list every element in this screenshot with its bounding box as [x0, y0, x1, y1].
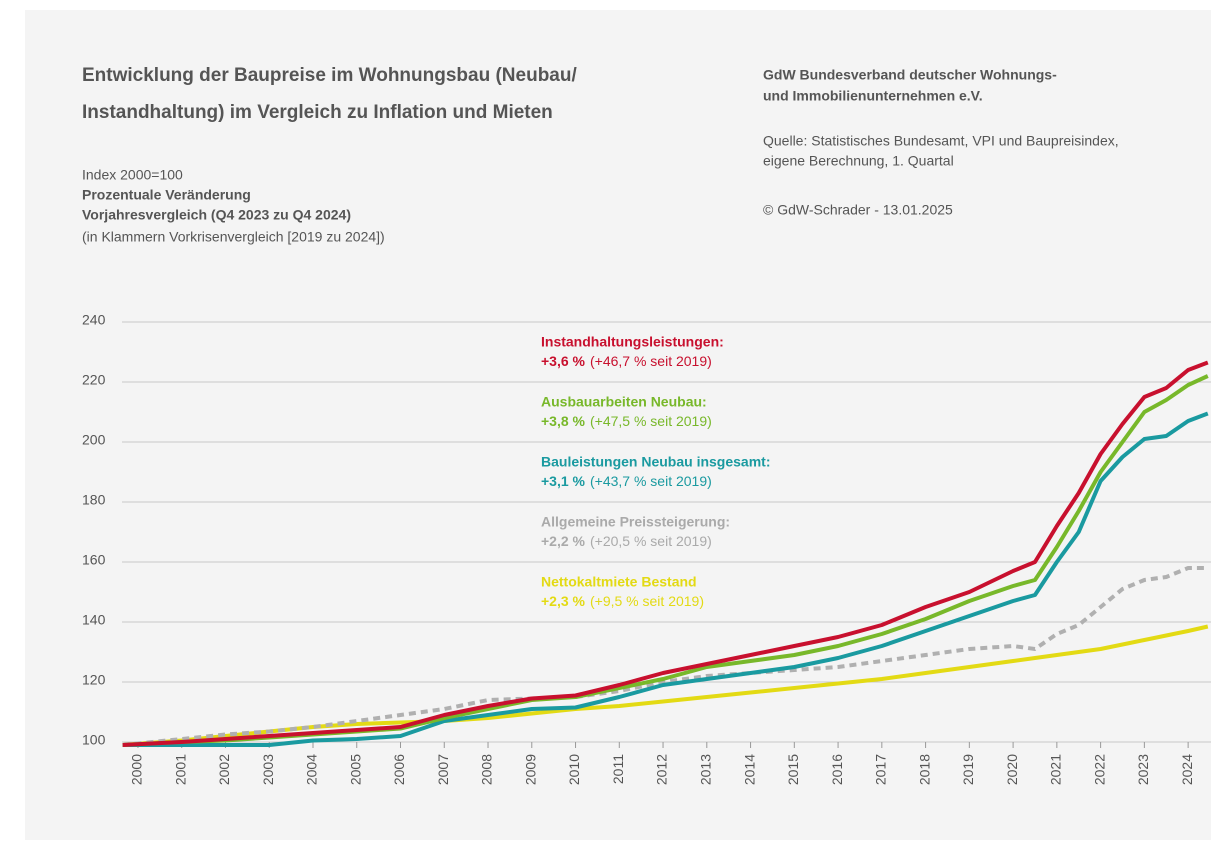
- x-tick-label: 2005: [347, 754, 363, 785]
- y-tick-label: 160: [82, 552, 106, 568]
- x-tick-label: 2022: [1091, 754, 1107, 785]
- change-value: +2,3 %: [541, 593, 586, 609]
- y-tick-label: 180: [82, 492, 106, 508]
- x-tick-label: 2016: [829, 754, 845, 785]
- legend-name: Allgemeine Preissteigerung:: [541, 514, 730, 530]
- x-tick-label: 2024: [1179, 754, 1195, 785]
- series-line: [122, 411, 1209, 747]
- legend-name: Ausbauarbeiten Neubau:: [541, 394, 707, 410]
- x-tick-label: 2009: [522, 754, 538, 785]
- x-tick-label: 2023: [1135, 754, 1151, 785]
- chart-title: Entwicklung der Baupreise im Wohnungsbau…: [82, 65, 577, 86]
- y-tick-label: 140: [82, 612, 106, 628]
- x-tick-label: 2021: [1048, 754, 1064, 785]
- source: eigene Berechnung, 1. Quartal: [763, 153, 954, 169]
- source: Quelle: Statistisches Bundesamt, VPI und…: [763, 133, 1119, 149]
- publisher: und Immobilienunternehmen e.V.: [763, 88, 983, 104]
- x-tick-label: 2000: [129, 754, 145, 785]
- x-tick-label: 2004: [304, 754, 320, 785]
- legend-name: Nettokaltmiete Bestand: [541, 574, 697, 590]
- x-tick-label: 2003: [260, 754, 276, 785]
- series-line: [122, 624, 1209, 747]
- y-tick-label: 200: [82, 432, 106, 448]
- panel: [25, 10, 1211, 840]
- since-2019: (+46,7 % seit 2019): [590, 353, 712, 369]
- since-2019: (+20,5 % seit 2019): [590, 533, 712, 549]
- subtitle: Vorjahresvergleich (Q4 2023 zu Q4 2024): [82, 207, 351, 223]
- y-tick-label: 100: [82, 732, 106, 748]
- x-tick-label: 2002: [216, 754, 232, 785]
- copyright: © GdW-Schrader - 13.01.2025: [763, 202, 953, 218]
- legend-name: Instandhaltungsleistungen:: [541, 334, 724, 350]
- change-value: +3,1 %: [541, 473, 586, 489]
- chart-title: Instandhaltung) im Vergleich zu Inflatio…: [82, 102, 553, 123]
- legend-change: +3,6 % (+46,7 % seit 2019): [541, 353, 712, 369]
- since-2019: (+47,5 % seit 2019): [590, 413, 712, 429]
- legend-change: +3,1 % (+43,7 % seit 2019): [541, 473, 712, 489]
- x-tick-label: 2014: [741, 754, 757, 785]
- legend-name: Bauleistungen Neubau insgesamt:: [541, 454, 770, 470]
- x-tick-label: 2015: [785, 754, 801, 785]
- x-tick-label: 2013: [698, 754, 714, 785]
- x-tick-label: 2007: [435, 754, 451, 785]
- change-value: +3,6 %: [541, 353, 586, 369]
- x-tick-label: 2012: [654, 754, 670, 785]
- x-tick-label: 2020: [1004, 754, 1020, 785]
- y-tick-label: 240: [82, 312, 106, 328]
- legend-change: +2,2 % (+20,5 % seit 2019): [541, 533, 712, 549]
- subtitle: Prozentuale Veränderung: [82, 187, 251, 203]
- note: (in Klammern Vorkrisenvergleich [2019 zu…: [82, 229, 385, 245]
- x-tick-label: 2019: [960, 754, 976, 785]
- x-tick-label: 2018: [916, 754, 932, 785]
- change-value: +3,8 %: [541, 413, 586, 429]
- index-note: Index 2000=100: [82, 167, 183, 183]
- since-2019: (+9,5 % seit 2019): [590, 593, 704, 609]
- x-tick-label: 2001: [172, 754, 188, 785]
- y-tick-label: 220: [82, 372, 106, 388]
- series-line: [122, 360, 1209, 747]
- since-2019: (+43,7 % seit 2019): [590, 473, 712, 489]
- x-tick-label: 2008: [479, 754, 495, 785]
- legend-change: +3,8 % (+47,5 % seit 2019): [541, 413, 712, 429]
- x-tick-label: 2006: [391, 754, 407, 785]
- x-tick-label: 2010: [566, 754, 582, 785]
- x-tick-label: 2011: [610, 754, 626, 784]
- publisher: GdW Bundesverband deutscher Wohnungs-: [763, 67, 1057, 83]
- legend-change: +2,3 % (+9,5 % seit 2019): [541, 593, 704, 609]
- change-value: +2,2 %: [541, 533, 586, 549]
- y-tick-label: 120: [82, 672, 106, 688]
- x-tick-label: 2017: [873, 754, 889, 785]
